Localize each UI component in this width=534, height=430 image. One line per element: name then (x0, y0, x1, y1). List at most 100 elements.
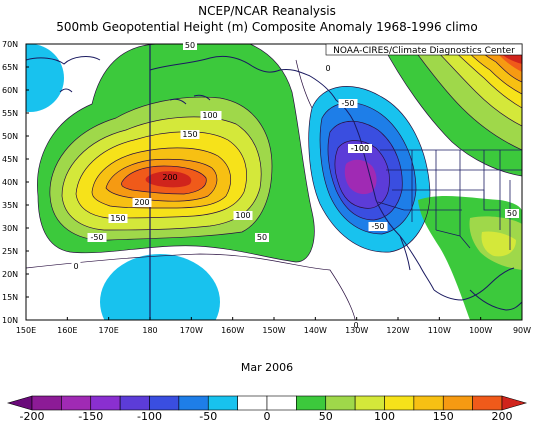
contour-label-bg (351, 321, 361, 330)
contour-label: -100 (351, 144, 369, 153)
lon-tick-label: 120W (386, 326, 409, 335)
lat-tick-label: 15N (2, 293, 18, 302)
contour-label-bg (132, 198, 152, 207)
coastlines (26, 55, 522, 311)
colorbar-tick-label: -200 (19, 410, 45, 423)
colorbar-swatch (31, 395, 62, 411)
contour-label-bg (233, 211, 253, 220)
contour-lines (26, 44, 522, 320)
lat-tick-label: 20N (2, 270, 18, 279)
contour-label: 50 (185, 41, 195, 50)
latitude-ticks: 70N 65N 60N 55N 50N 45N 40N 35N 30N 25N 20N 15N 10N (2, 40, 29, 325)
colorbar-swatch (384, 395, 415, 411)
lon-tick-label: 170E (99, 326, 119, 335)
colorbar-swatch (119, 395, 150, 411)
contour-label: -50 (371, 222, 384, 231)
lon-tick-label: 140W (304, 326, 327, 335)
contour-label: 0 (325, 64, 330, 73)
colorbar-tick-label: 200 (491, 410, 513, 423)
colorbar-tick-label: -50 (199, 410, 218, 423)
lon-tick-label: 150W (262, 326, 285, 335)
lat-tick-label: 50N (2, 132, 18, 141)
contour-label-bg (505, 209, 519, 218)
colorbar-swatch (413, 395, 444, 411)
positive-center-label: 200 (162, 173, 177, 182)
lon-tick-label: 180 (142, 326, 157, 335)
contour-label: 0 (73, 262, 78, 271)
lon-tick-label: 160W (221, 326, 244, 335)
lon-tick-label: 150E (16, 326, 36, 335)
colorbar-max-arrow (501, 395, 528, 411)
colorbar-swatch (442, 395, 473, 411)
colorbar-swatch (472, 395, 503, 411)
lat-tick-label: 70N (2, 40, 18, 49)
colorbar-swatch (237, 395, 268, 411)
contour-label: -50 (90, 233, 103, 242)
credit-text: NOAA-CIRES/Climate Diagnostics Center (333, 46, 515, 56)
contour-label: 100 (235, 211, 250, 220)
colorbar-tick-label: 100 (374, 410, 395, 423)
contour-label-bg (348, 144, 372, 153)
colorbar-tick-label: -150 (78, 410, 104, 423)
page-title: NCEP/NCAR Reanalysis (198, 4, 336, 18)
contour-label: 0 (353, 321, 358, 330)
colorbar-swatch (354, 395, 385, 411)
lon-tick-label: 90W (513, 326, 531, 335)
contour-label-bg (338, 99, 358, 108)
anomaly-region-neg-nw (26, 44, 64, 112)
date-label: Mar 2006 (240, 361, 294, 374)
lat-tick-label: 55N (2, 109, 18, 118)
page-subtitle: 500mb Geopotential Height (m) Composite … (56, 20, 478, 34)
longitude-ticks: 150E 160E 170E 180 170W 160W 150W 140W 130W 120W 1… (16, 317, 531, 335)
contour-label-bg (180, 130, 200, 139)
credit-box: NOAA-CIRES/Climate Diagnostics Center (325, 43, 523, 56)
colorbar-tick-label: 0 (263, 410, 271, 423)
colorbar-swatch (207, 395, 238, 411)
lat-tick-label: 25N (2, 247, 18, 256)
contour-label: 200 (134, 198, 149, 207)
contour-label: 150 (110, 214, 125, 223)
colorbar-swatch (149, 395, 180, 411)
lat-tick-label: 10N (2, 316, 18, 325)
contour-label: 50 (257, 233, 267, 242)
contour-label: -50 (341, 99, 354, 108)
lat-tick-label: 60N (2, 86, 18, 95)
contour-label-bg (255, 233, 269, 242)
contour-label-bg (200, 111, 220, 120)
lon-tick-label: 130W (345, 326, 368, 335)
lon-tick-label: 160E (57, 326, 77, 335)
negative-center-label: -100 (351, 144, 369, 153)
colorbar-swatch (178, 395, 209, 411)
map-field (26, 44, 522, 320)
lon-tick-label: 170W (180, 326, 203, 335)
colorbar-min-arrow (6, 395, 33, 411)
state-boundaries (377, 149, 522, 250)
lat-tick-label: 65N (2, 63, 18, 72)
lat-tick-label: 35N (2, 201, 18, 210)
colorbar-tick-label: 150 (432, 410, 454, 423)
anomaly-region-neg-south (100, 254, 220, 320)
lon-tick-label: 110W (428, 326, 451, 335)
colorbar (6, 395, 528, 411)
center-markers: 200 -100 (162, 144, 369, 182)
contour-label-bg (323, 64, 333, 73)
colorbar-swatch (296, 395, 327, 411)
contour-label-bg (368, 222, 388, 231)
contour-label: 50 (507, 209, 517, 218)
contour-label: 100 (202, 111, 217, 120)
positive-anomaly-west (37, 44, 315, 262)
colorbar-tick-label: -100 (137, 410, 162, 423)
contour-label-bg (108, 214, 128, 223)
contour-label-bg (183, 41, 197, 50)
contour-label-bg (87, 233, 107, 242)
colorbar-tick-label: 50 (318, 410, 333, 423)
contour-label: 150 (182, 130, 197, 139)
lat-tick-label: 30N (2, 224, 18, 233)
lat-tick-label: 45N (2, 155, 18, 164)
colorbar-swatch (90, 395, 121, 411)
lon-tick-label: 100W (469, 326, 492, 335)
colorbar-swatch (325, 395, 356, 411)
lat-tick-label: 40N (2, 178, 18, 187)
